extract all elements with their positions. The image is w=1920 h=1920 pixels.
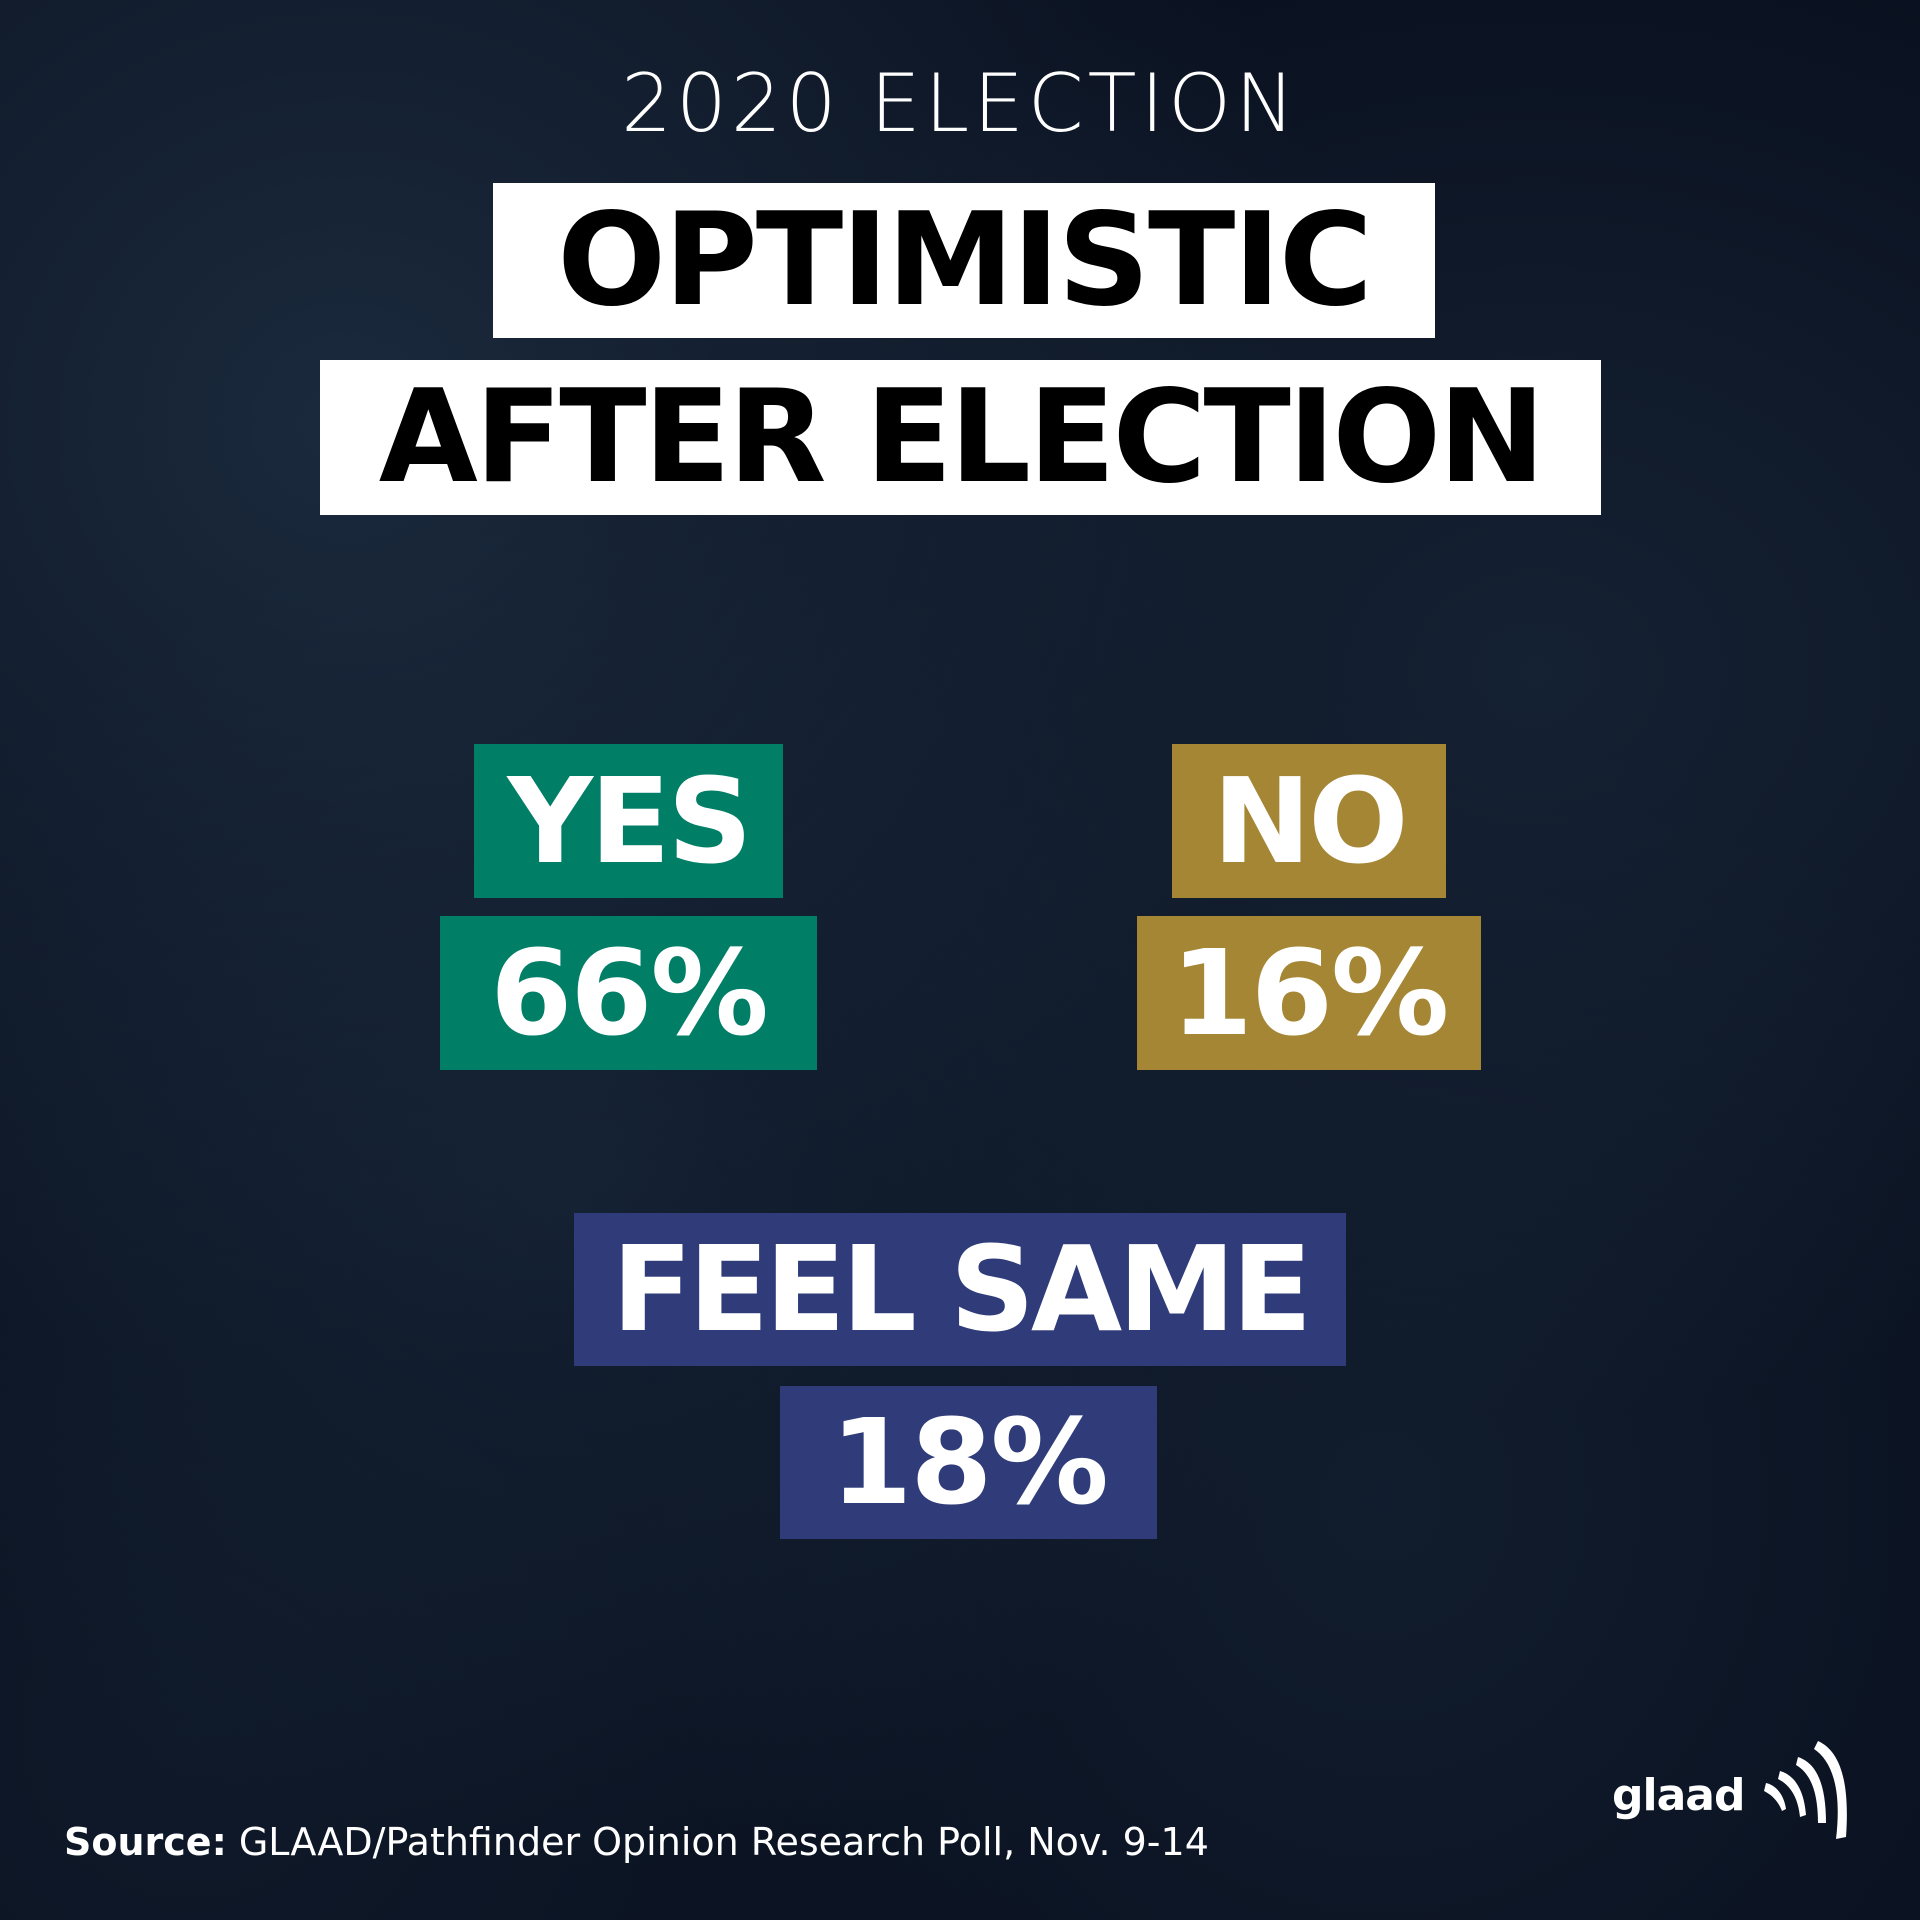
eyebrow-heading: 2020 ELECTION [621,57,1299,150]
source-label: Source: [64,1820,227,1864]
yes-value-badge: 66% [440,916,817,1070]
feel-same-value-badge: 18% [780,1386,1157,1539]
logo-wordmark: glaad [1612,1770,1745,1821]
title-line-2: AFTER ELECTION [320,360,1601,515]
no-label-badge: NO [1172,744,1446,898]
feel-same-label-badge: FEEL SAME [574,1213,1346,1366]
title-line-1: OPTIMISTIC [493,183,1435,338]
source-caption: Source: GLAAD/Pathfinder Opinion Researc… [64,1818,1209,1866]
glaad-logo: glaad [1612,1725,1862,1855]
source-text: GLAAD/Pathfinder Opinion Research Poll, … [226,1820,1209,1864]
no-value-badge: 16% [1137,916,1481,1070]
glaad-mark-icon [1764,1741,1847,1839]
yes-label-badge: YES [474,744,783,898]
